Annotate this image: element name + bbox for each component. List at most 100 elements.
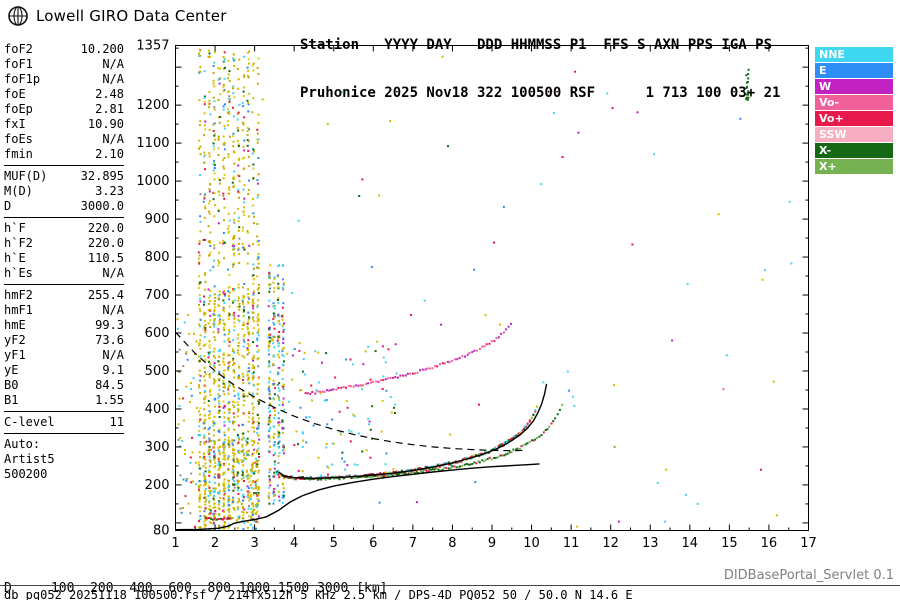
sparse-echo-layer	[291, 70, 778, 517]
legend-item-w: W	[815, 79, 893, 94]
param-value: 220.0	[87, 236, 124, 250]
axis-layer: 1 2 3 4 5 6 7 8 9 10 11 12 13 14 15 16 17135712001100100…	[136, 39, 816, 552]
param-row-hmf1: hmF1 N/A	[4, 303, 124, 318]
param-label: foEs	[4, 132, 33, 146]
transmission-curve	[175, 331, 524, 452]
param-value: 84.5	[95, 378, 124, 392]
tick-label: 9	[488, 536, 496, 551]
param-row-clevel: C-level 11	[4, 415, 124, 430]
param-label: yE	[4, 363, 19, 377]
noise-layer	[176, 49, 793, 531]
legend-item-vo-: Vo-	[815, 95, 893, 110]
footer-divider	[0, 585, 900, 586]
logo: Lowell GIRO Data Center	[6, 4, 227, 28]
tick-label: 800	[145, 250, 170, 265]
tick-label: 2	[211, 536, 219, 551]
parameter-panel: foF2 10.200 foF1 N/A foF1p N/A foE 2.48 foEp 2.81…	[4, 42, 124, 482]
tick-label: 200	[145, 478, 170, 493]
tick-label: 7	[409, 536, 417, 551]
param-value: 32.895	[80, 169, 124, 183]
param-label: C-level	[4, 415, 55, 429]
param-row-foep: foEp 2.81	[4, 102, 124, 117]
param-row-yf2: yF2 73.6	[4, 333, 124, 348]
param-divider	[4, 284, 124, 285]
station-header: Station YYYY DAY DDD HHMMSS P1 FFS S AXN…	[300, 5, 780, 133]
tick-label: 1357	[136, 39, 169, 54]
param-divider	[4, 411, 124, 412]
header-column-titles: Station YYYY DAY DDD HHMMSS P1 FFS S AXN…	[300, 37, 773, 53]
param-row-mufd: MUF(D) 32.895	[4, 169, 124, 184]
param-row-hmf2: hmF2 255.4	[4, 288, 124, 303]
param-value: 255.4	[87, 288, 124, 302]
param-divider	[4, 217, 124, 218]
tick-label: 11	[563, 536, 580, 551]
param-value: 99.3	[95, 318, 124, 332]
tick-label: 14	[682, 536, 699, 551]
tick-label: 17	[800, 536, 817, 551]
param-value: N/A	[102, 57, 124, 71]
tick-label: 1100	[136, 136, 169, 151]
param-label: foE	[4, 87, 26, 101]
tick-label: 700	[145, 288, 170, 303]
autoscaling-info-line: Auto:	[4, 437, 41, 451]
param-value: 11	[109, 415, 124, 429]
param-value: N/A	[102, 266, 124, 280]
tick-label: 600	[145, 326, 170, 341]
param-row-md: M(D) 3.23	[4, 184, 124, 199]
param-value: 2.10	[95, 147, 124, 161]
param-value: 1.55	[95, 393, 124, 407]
distance-row: D 100 200 400 600 800 1000 1500 3000 [km…	[4, 581, 388, 596]
param-row-b0: B0 84.5	[4, 378, 124, 393]
tick-label: 13	[642, 536, 659, 551]
tick-label: 400	[145, 402, 170, 417]
param-row-b1: B1 1.55	[4, 393, 124, 408]
fitted-trace	[278, 383, 548, 480]
tick-label: 80	[153, 524, 170, 539]
legend-item-x-: X-	[815, 143, 893, 158]
param-label: fxI	[4, 117, 26, 131]
param-label: yF1	[4, 348, 26, 362]
param-divider	[4, 165, 124, 166]
param-row-d: D 3000.0	[4, 199, 124, 214]
param-label: MUF(D)	[4, 169, 48, 183]
param-row-hf2: h`F2 220.0	[4, 236, 124, 251]
param-label: fmin	[4, 147, 33, 161]
param-label: B0	[4, 378, 19, 392]
param-row-hes: h`Es N/A	[4, 266, 124, 281]
param-value: 220.0	[87, 221, 124, 235]
logo-text: Lowell GIRO Data Center	[36, 7, 227, 25]
param-value: 10.200	[80, 42, 124, 56]
param-row-hf: h`F 220.0	[4, 221, 124, 236]
param-value: 10.90	[87, 117, 124, 131]
param-row-fof2: foF2 10.200	[4, 42, 124, 57]
param-label: h`F	[4, 221, 26, 235]
param-row-he: h`E 110.5	[4, 251, 124, 266]
giro-globe-icon	[8, 6, 28, 26]
legend-item-e: E	[815, 63, 893, 78]
param-value: 3.23	[95, 184, 124, 198]
autoscaling-info-line: 500200	[4, 467, 48, 481]
tick-label: 3	[250, 536, 258, 551]
param-label: foEp	[4, 102, 33, 116]
param-label: h`E	[4, 251, 26, 265]
param-label: foF2	[4, 42, 33, 56]
autoscaling-info-line: Artist5	[4, 452, 55, 466]
tick-label: 8	[448, 536, 456, 551]
param-divider	[4, 433, 124, 434]
tick-label: 4	[290, 536, 298, 551]
muf-distance-table: D 100 200 400 600 800 1000 1500 3000 [km…	[4, 551, 395, 600]
param-label: M(D)	[4, 184, 33, 198]
tick-label: 16	[761, 536, 778, 551]
tick-label: 10	[523, 536, 540, 551]
param-value: 73.6	[95, 333, 124, 347]
param-label: foF1p	[4, 72, 41, 86]
param-label: yF2	[4, 333, 26, 347]
echo-direction-legend: NNE E W Vo- Vo+ SSW X- X+	[815, 47, 893, 175]
legend-item-x+: X+	[815, 159, 893, 174]
param-row-foe: foE 2.48	[4, 87, 124, 102]
param-label: foF1	[4, 57, 33, 71]
param-row-hme: hmE 99.3	[4, 318, 124, 333]
param-label: hmF1	[4, 303, 33, 317]
